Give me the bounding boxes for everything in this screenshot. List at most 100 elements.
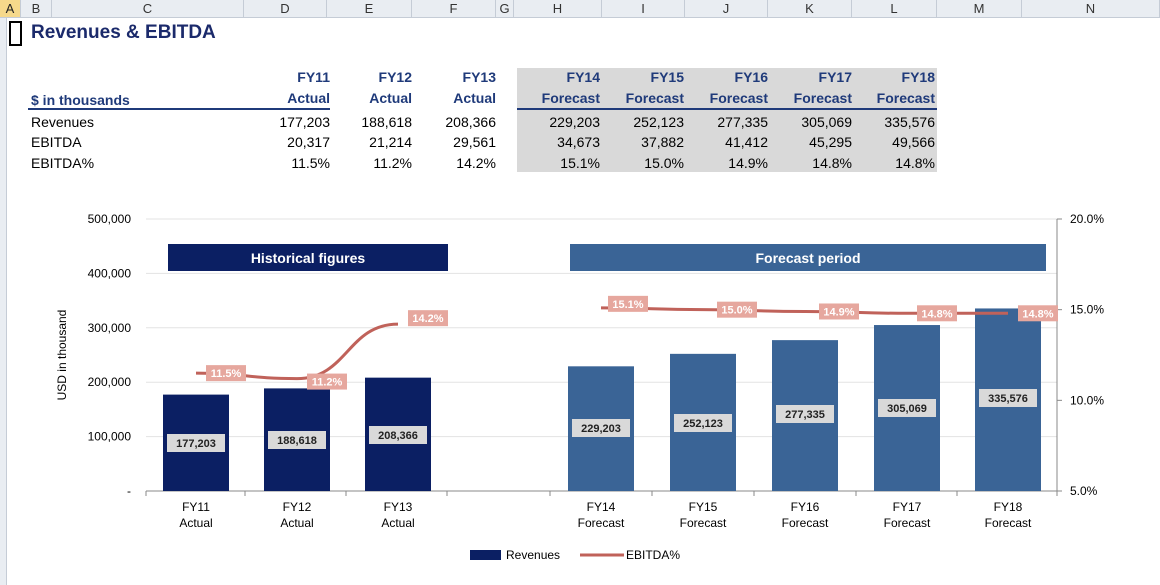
bar-label-box xyxy=(674,414,732,432)
column-header-d[interactable]: D xyxy=(244,0,327,17)
column-header-a[interactable]: A xyxy=(0,0,21,17)
table-cell: 15.0% xyxy=(644,155,684,171)
table-cell: 37,882 xyxy=(641,134,684,150)
column-header-m[interactable]: M xyxy=(937,0,1022,17)
line-value-label: 14.8% xyxy=(921,308,952,320)
line-label-box xyxy=(819,303,859,320)
column-header-j[interactable]: J xyxy=(685,0,768,17)
line-value-label: 14.8% xyxy=(1022,308,1053,320)
table-cell: 252,123 xyxy=(633,114,684,130)
table-cell: 277,335 xyxy=(717,114,768,130)
x-tick-label-year: FY17 xyxy=(893,500,922,514)
bar-value-label: 305,069 xyxy=(887,403,927,415)
y-tick-label: 500,000 xyxy=(88,212,132,226)
bar-label-box xyxy=(572,419,630,437)
section-band-label: Forecast period xyxy=(755,250,860,266)
line-label-box xyxy=(206,365,246,382)
table-cell: 34,673 xyxy=(557,134,600,150)
line-value-label: 14.2% xyxy=(412,313,443,325)
table-cell: 188,618 xyxy=(361,114,412,130)
x-tick-label-year: FY14 xyxy=(587,500,616,514)
y-tick-label: 100,000 xyxy=(88,430,132,444)
table-cell: 14.2% xyxy=(456,155,496,171)
y2-tick-label: 5.0% xyxy=(1070,484,1098,498)
table-year-header: FY15 xyxy=(650,69,684,85)
forecast-shading xyxy=(517,68,937,172)
line-label-box xyxy=(408,310,448,327)
bar-label-box xyxy=(878,399,936,417)
table-year-header: FY14 xyxy=(566,69,600,85)
x-tick-label-year: FY12 xyxy=(283,500,312,514)
table-cell: 335,576 xyxy=(884,114,935,130)
column-header-f[interactable]: F xyxy=(412,0,496,17)
table-row-label: Revenues xyxy=(31,114,95,130)
table-cell: 229,203 xyxy=(549,114,600,130)
table-cell: 15.1% xyxy=(560,155,600,171)
line-label-box xyxy=(608,295,648,312)
table-type-header: Forecast xyxy=(876,90,935,106)
table-type-header: Forecast xyxy=(625,90,684,106)
header-underline xyxy=(28,108,330,110)
column-header-c[interactable]: C xyxy=(52,0,244,17)
bar-label-box xyxy=(268,431,326,449)
table-year-header: FY12 xyxy=(378,69,412,85)
x-tick-label-year: FY13 xyxy=(384,500,413,514)
column-header-g[interactable]: G xyxy=(496,0,514,17)
bar-label-box xyxy=(776,405,834,423)
table-cell: 14.8% xyxy=(812,155,852,171)
table-cell: 14.9% xyxy=(728,155,768,171)
table-type-header: Actual xyxy=(453,90,496,106)
table-type-header: Actual xyxy=(369,90,412,106)
line-label-box xyxy=(307,373,347,390)
y2-tick-label: 20.0% xyxy=(1070,212,1104,226)
table-type-header: Actual xyxy=(287,90,330,106)
y-axis-title: USD in thousand xyxy=(55,310,69,401)
y2-tick-label: 10.0% xyxy=(1070,393,1104,407)
header-underline xyxy=(517,108,937,110)
column-header-i[interactable]: I xyxy=(602,0,685,17)
bar-label-box xyxy=(979,389,1037,407)
x-tick-label-year: FY18 xyxy=(994,500,1023,514)
legend-revenues-swatch xyxy=(470,550,501,560)
table-cell: 49,566 xyxy=(892,134,935,150)
column-header-k[interactable]: K xyxy=(768,0,852,17)
line-label-box xyxy=(1018,305,1058,322)
line-value-label: 14.9% xyxy=(823,306,854,318)
column-header-h[interactable]: H xyxy=(514,0,602,17)
table-cell: 29,561 xyxy=(453,134,496,150)
x-tick-label-type: Forecast xyxy=(680,516,727,530)
column-header-b[interactable]: B xyxy=(21,0,52,17)
table-cell: 177,203 xyxy=(279,114,330,130)
y-tick-label: 300,000 xyxy=(88,321,132,335)
table-cell: 20,317 xyxy=(287,134,330,150)
line-value-label: 11.2% xyxy=(312,377,343,389)
column-header-l[interactable]: L xyxy=(852,0,937,17)
bar-label-box xyxy=(167,434,225,452)
section-band-label: Historical figures xyxy=(251,250,366,266)
table-cell: 305,069 xyxy=(801,114,852,130)
table-year-header: FY17 xyxy=(818,69,852,85)
table-row-label: EBITDA% xyxy=(31,155,95,171)
table-type-header: Forecast xyxy=(709,90,768,106)
bar-value-label: 229,203 xyxy=(581,423,621,435)
x-tick-label-type: Actual xyxy=(381,516,414,530)
bar-value-label: 335,576 xyxy=(988,393,1028,405)
table-cell: 21,214 xyxy=(369,134,412,150)
bar-value-label: 277,335 xyxy=(785,409,825,421)
bar-label-box xyxy=(369,426,427,444)
line-value-label: 15.1% xyxy=(612,299,643,311)
sheet-title: Revenues & EBITDA xyxy=(31,22,216,43)
unit-label: $ in thousands xyxy=(31,92,130,108)
row-header-strip xyxy=(0,18,7,585)
y-tick-label: 400,000 xyxy=(88,266,132,280)
table-type-header: Forecast xyxy=(541,90,600,106)
table-cell: 11.2% xyxy=(373,155,412,171)
x-tick-label-year: FY15 xyxy=(689,500,718,514)
bar-value-label: 177,203 xyxy=(176,438,216,450)
active-cell-cursor[interactable] xyxy=(9,21,22,46)
column-header-e[interactable]: E xyxy=(327,0,412,17)
table-row-label: EBITDA xyxy=(31,134,82,150)
line-label-box xyxy=(717,301,757,318)
y2-tick-label: 15.0% xyxy=(1070,303,1104,317)
